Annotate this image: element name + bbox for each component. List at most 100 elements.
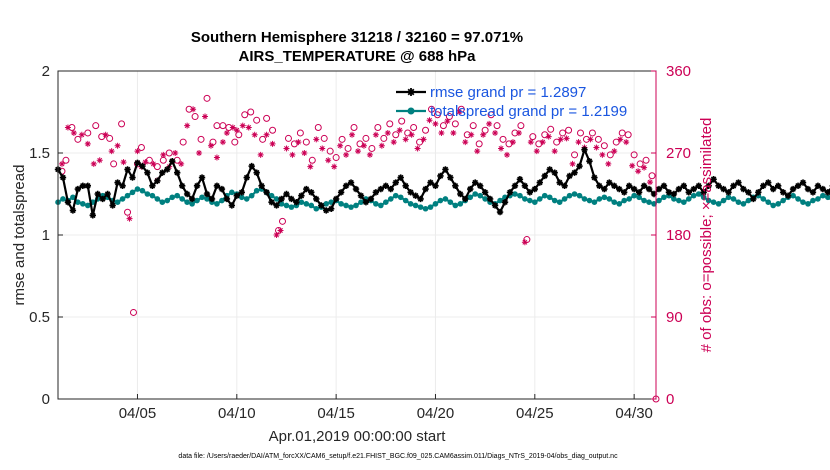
- obs-assimilated-point: [219, 139, 226, 146]
- y-right-tick-label: 90: [666, 309, 683, 326]
- series-rmse-point: [248, 162, 255, 170]
- obs-assimilated-point: [289, 151, 296, 158]
- obs-possible-point: [588, 129, 596, 137]
- obs-assimilated-point: [96, 157, 103, 164]
- obs-assimilated-point: [184, 122, 191, 129]
- series-totalspread-point: [392, 192, 399, 199]
- series-rmse-point: [740, 185, 747, 193]
- series-totalspread-point: [427, 204, 434, 210]
- series-rmse-point: [541, 172, 548, 180]
- series-rmse-point: [223, 195, 231, 203]
- series-totalspread-point: [298, 199, 305, 205]
- series-totalspread-point: [134, 186, 141, 192]
- series-rmse-point: [486, 195, 494, 203]
- obs-possible-point: [398, 117, 406, 125]
- series-totalspread-point: [681, 199, 687, 205]
- series-totalspread-point: [621, 197, 628, 204]
- series-rmse-point: [258, 182, 265, 189]
- series-rmse-point: [665, 189, 673, 196]
- obs-assimilated-point: [629, 162, 636, 169]
- series-rmse-point: [476, 182, 484, 189]
- series-totalspread-point: [373, 201, 379, 207]
- series-rmse-point: [387, 185, 394, 193]
- series-rmse-point: [695, 182, 702, 189]
- obs-assimilated-point: [196, 150, 203, 156]
- obs-possible-point: [209, 138, 217, 146]
- obs-possible-point: [110, 160, 118, 168]
- series-totalspread-point: [541, 192, 548, 199]
- series-rmse-point: [531, 185, 539, 193]
- series-totalspread-point: [522, 196, 528, 202]
- obs-possible-point: [302, 138, 310, 146]
- obs-possible-point: [636, 160, 644, 168]
- obs-assimilated-point: [120, 159, 127, 166]
- series-totalspread-point: [288, 204, 295, 210]
- series-totalspread-point: [536, 196, 543, 202]
- series-totalspread-point: [437, 197, 444, 204]
- obs-possible-point: [475, 140, 483, 148]
- series-totalspread-point: [651, 201, 657, 207]
- series-rmse-point: [437, 172, 444, 180]
- obs-possible-point: [344, 144, 352, 152]
- series-rmse-point: [432, 182, 439, 189]
- obs-possible-point: [553, 138, 561, 146]
- series-rmse-point: [755, 189, 762, 196]
- obs-assimilated-point: [611, 148, 618, 155]
- series-totalspread-point: [273, 196, 280, 202]
- series-totalspread-point: [765, 199, 772, 205]
- obs-assimilated-point: [503, 151, 510, 158]
- obs-assimilated-point: [331, 163, 338, 170]
- series-rmse-point: [621, 189, 628, 196]
- series-rmse: [54, 146, 830, 219]
- obs-possible-point: [241, 111, 249, 119]
- series-totalspread-point: [685, 196, 692, 202]
- obs-possible-point: [137, 144, 145, 152]
- series-totalspread-point: [795, 196, 801, 202]
- series-totalspread-point: [417, 204, 424, 210]
- series-rmse-point: [447, 174, 454, 181]
- obs-assimilated-point: [539, 139, 546, 146]
- obs-possible-point: [308, 156, 316, 164]
- obs-possible-point: [118, 120, 126, 128]
- series-rmse-point: [586, 158, 593, 165]
- obs-assimilated-point: [263, 131, 270, 138]
- series-rmse-point: [715, 182, 722, 189]
- series-totalspread-point: [710, 199, 717, 205]
- series-totalspread-point: [695, 191, 702, 197]
- obs-assimilated-point: [349, 131, 356, 138]
- obs-possible-point: [314, 123, 322, 131]
- series-rmse-point: [124, 166, 131, 173]
- series-rmse-point: [144, 169, 151, 176]
- obs-possible-point: [332, 154, 340, 162]
- series-rmse-point: [79, 182, 87, 189]
- series-rmse-point: [596, 182, 603, 189]
- series-rmse-point: [685, 189, 692, 196]
- series-totalspread-point: [174, 192, 181, 199]
- obs-possible-point: [529, 133, 537, 141]
- y-left-tick-label: 0: [42, 391, 50, 408]
- series-rmse-point: [625, 182, 633, 189]
- obs-assimilated-point: [420, 136, 427, 143]
- obs-assimilated-point: [384, 129, 391, 136]
- series-rmse-point: [233, 192, 241, 199]
- series-rmse-point: [630, 185, 638, 193]
- obs-possible-point: [642, 156, 650, 164]
- chart-title-line1: Southern Hemisphere 31218 / 32160 = 97.0…: [191, 29, 523, 46]
- series-rmse-point: [462, 195, 469, 203]
- series-totalspread-point: [626, 196, 632, 202]
- obs-assimilated-point: [486, 120, 493, 127]
- series-rmse-point: [491, 202, 499, 209]
- series-rmse-point: [253, 169, 260, 176]
- obs-assimilated-point: [58, 160, 65, 167]
- obs-possible-point: [92, 122, 100, 130]
- obs-possible-point: [386, 120, 394, 128]
- series-totalspread-point: [353, 202, 359, 209]
- series-rmse-point: [273, 202, 280, 209]
- legend: rmse grand pr = 1.2897 totalspread grand …: [396, 84, 627, 120]
- obs-possible-point: [624, 131, 632, 139]
- series-rmse-point: [313, 195, 320, 203]
- series-rmse-point: [765, 179, 772, 186]
- series-rmse-point: [407, 189, 414, 196]
- series-rmse-point: [799, 179, 807, 186]
- series-totalspread-point: [343, 202, 349, 209]
